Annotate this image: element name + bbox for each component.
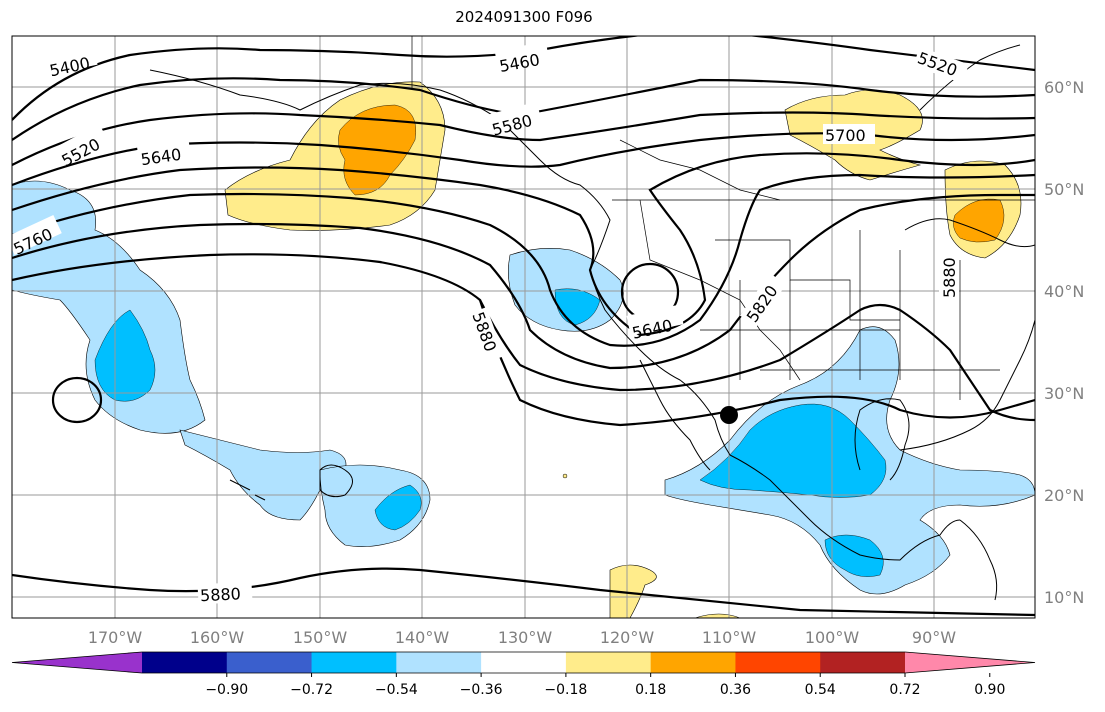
lon-label-100w: 100°W [805, 628, 860, 647]
colorbar-segment [226, 652, 313, 673]
political-borders [411, 36, 1035, 400]
colorbar-tick-label: 0.90 [974, 682, 1005, 698]
map-title: 2024091300 F096 [455, 8, 593, 26]
lon-label-90w: 90°W [912, 628, 956, 647]
colorbar-outline [11, 651, 1036, 674]
colorbar-tick-label: −0.54 [375, 682, 418, 698]
lon-label-130w: 130°W [498, 628, 553, 647]
lat-label-30n: 30°N [1044, 384, 1084, 403]
lat-label-60n: 60°N [1044, 78, 1084, 97]
colorbar-tick-label: 0.54 [805, 682, 836, 698]
colorbar-extension-high [905, 652, 1035, 673]
lon-label-170w: 170°W [88, 628, 143, 647]
location-marker [720, 406, 738, 424]
colorbar-segment [735, 652, 821, 673]
graticule [12, 36, 1035, 618]
plot-area [12, 36, 1035, 618]
colorbar-tick-label: −0.36 [460, 682, 503, 698]
colorbar-tick-label: 0.36 [720, 682, 751, 698]
colorbar-tick-label: −0.90 [205, 682, 248, 698]
contour-labels: 5400 5460 5520 5520 5580 5640 5700 5760 … [6, 41, 969, 605]
colorbar-segment [311, 652, 397, 673]
lat-label-50n: 50°N [1044, 180, 1084, 199]
contour-label-5880-east: 5880 [940, 257, 959, 298]
lon-label-150w: 150°W [293, 628, 348, 647]
lon-label-110w: 110°W [702, 628, 757, 647]
lat-label-40n: 40°N [1044, 282, 1084, 301]
contour-label-5700: 5700 [825, 126, 866, 145]
lat-label-20n: 20°N [1044, 486, 1084, 505]
colorbar-tick-label: −0.72 [290, 682, 333, 698]
small-anomaly-dot [562, 473, 568, 479]
colorbar-segment [565, 652, 652, 673]
colorbar-labels: −0.90 −0.72 −0.54 −0.36 −0.18 0.18 0.36 0.54 0.7… [205, 673, 1005, 698]
colorbar-segment [142, 652, 228, 673]
lat-label-10n: 10°N [1044, 588, 1084, 607]
colorbar-segment [820, 652, 906, 673]
lon-label-140w: 140°W [395, 628, 450, 647]
colorbar-segment [396, 652, 482, 673]
colorbar-extension-low [12, 652, 142, 673]
colorbar-tick-label: 0.18 [635, 682, 666, 698]
latitude-labels: 60°N 50°N 40°N 30°N 20°N 10°N [1044, 78, 1084, 607]
colorbar-segment [481, 652, 567, 673]
lon-label-160w: 160°W [190, 628, 245, 647]
colorbar [11, 651, 1036, 674]
lon-label-120w: 120°W [600, 628, 655, 647]
plot-frame [11, 35, 1036, 619]
colorbar-segment [650, 652, 736, 673]
contour-label-5880-south: 5880 [200, 584, 242, 605]
colorbar-tick-label: −0.18 [544, 682, 587, 698]
longitude-labels: 170°W 160°W 150°W 140°W 130°W 120°W 110°… [88, 628, 956, 647]
colorbar-tick-label: 0.72 [889, 682, 920, 698]
